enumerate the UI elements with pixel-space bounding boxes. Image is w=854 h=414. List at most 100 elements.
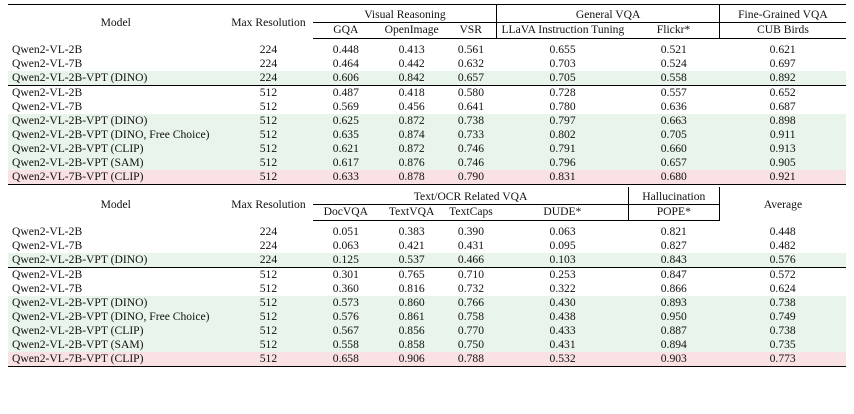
table-row: Qwen2-VL-2B 224 0.051 0.383 0.390 0.063 … — [8, 225, 846, 239]
textvqa-value: 0.906 — [378, 352, 446, 367]
dude-value: 0.431 — [496, 338, 629, 352]
vsr-value: 0.746 — [445, 156, 497, 170]
pope-value: 0.866 — [660, 282, 687, 295]
gqa-value: 0.621 — [313, 142, 379, 156]
group-fine-grained-vqa: Fine-Grained VQA — [718, 4, 846, 23]
table-row: Qwen2-VL-2B-VPT (DINO) 224 0.606 0.842 0… — [8, 71, 846, 86]
cub-value: 0.898 — [719, 114, 846, 128]
textvqa-value: 0.537 — [378, 253, 446, 268]
average-value: 0.624 — [769, 282, 796, 295]
textvqa-value: 0.816 — [398, 282, 425, 295]
resolution: 512 — [259, 100, 278, 113]
max-res-header: Max Resolution — [223, 4, 314, 39]
dude-value: 0.103 — [496, 253, 629, 268]
results-table: Model Max Resolution Visual Reasoning Ge… — [8, 4, 846, 367]
textcaps-value: 0.788 — [445, 352, 497, 367]
average-value: 0.738 — [719, 324, 846, 338]
average-value: 0.448 — [769, 225, 796, 238]
docvqa-value: 0.125 — [313, 253, 379, 268]
llava-value: 0.728 — [496, 85, 629, 100]
textcaps-value: 0.766 — [445, 296, 497, 310]
model-name: Qwen2-VL-7B-VPT (CLIP) — [8, 352, 224, 367]
model-name: Qwen2-VL-7B — [12, 100, 83, 113]
resolution: 512 — [223, 267, 314, 282]
model-name: Qwen2-VL-2B-VPT (DINO, Free Choice) — [8, 310, 224, 324]
resolution: 512 — [259, 282, 278, 295]
col-textcaps: TextCaps — [445, 204, 497, 221]
docvqa-value: 0.658 — [313, 352, 379, 367]
table-row: Qwen2-VL-2B-VPT (DINO, Free Choice) 512 … — [8, 128, 846, 142]
max-res-header: Max Resolution — [231, 198, 306, 212]
docvqa-value: 0.051 — [332, 225, 359, 238]
textcaps-value: 0.390 — [457, 225, 485, 238]
flickr-value: 0.657 — [628, 156, 720, 170]
resolution: 512 — [223, 142, 314, 156]
textcaps-value: 0.466 — [445, 253, 497, 268]
llava-value: 0.655 — [549, 43, 576, 56]
resolution: 224 — [223, 253, 314, 268]
textvqa-value: 0.860 — [378, 296, 446, 310]
openimage-value: 0.418 — [378, 85, 446, 100]
average-value: 0.749 — [719, 310, 846, 324]
average-value: 0.576 — [719, 253, 846, 268]
model-name: Qwen2-VL-2B — [12, 43, 83, 56]
flickr-value: 0.558 — [628, 71, 720, 86]
gqa-value: 0.464 — [332, 57, 359, 70]
table-row: Qwen2-VL-7B-VPT (CLIP) 512 0.658 0.906 0… — [8, 352, 846, 367]
vsr-value: 0.790 — [445, 170, 497, 185]
openimage-value: 0.456 — [398, 100, 425, 113]
cub-value: 0.911 — [719, 128, 846, 142]
textcaps-value: 0.710 — [445, 267, 497, 282]
col-cub-birds: CUB Birds — [718, 22, 846, 39]
textcaps-value: 0.750 — [445, 338, 497, 352]
pope-value: 0.887 — [628, 324, 720, 338]
model-name: Qwen2-VL-2B-VPT (DINO, Free Choice) — [8, 128, 224, 142]
cub-value: 0.687 — [769, 100, 796, 113]
dude-value: 0.430 — [496, 296, 629, 310]
dude-value: 0.063 — [549, 225, 576, 238]
model-name: Qwen2-VL-2B-VPT (DINO) — [8, 71, 224, 86]
model-header: Model — [100, 198, 131, 212]
average-value: 0.773 — [719, 352, 846, 367]
vsr-value: 0.738 — [445, 114, 497, 128]
textvqa-value: 0.383 — [398, 225, 425, 238]
table-row: Qwen2-VL-7B 512 0.360 0.816 0.732 0.322 … — [8, 282, 846, 296]
group-visual-reasoning: Visual Reasoning — [313, 4, 497, 23]
dude-value: 0.095 — [549, 239, 576, 252]
openimage-value: 0.413 — [398, 43, 425, 56]
dude-value: 0.253 — [496, 267, 629, 282]
table-row: Qwen2-VL-2B 224 0.448 0.413 0.561 0.655 … — [8, 43, 846, 57]
group-general-vqa: General VQA — [496, 4, 720, 23]
col-openimage: OpenImage — [378, 22, 446, 39]
model-name: Qwen2-VL-2B-VPT (SAM) — [8, 156, 224, 170]
openimage-value: 0.874 — [378, 128, 446, 142]
flickr-value: 0.660 — [628, 142, 720, 156]
gqa-value: 0.625 — [313, 114, 379, 128]
table-row: Qwen2-VL-2B-VPT (SAM) 512 0.558 0.858 0.… — [8, 338, 846, 352]
resolution: 512 — [223, 156, 314, 170]
resolution: 512 — [223, 128, 314, 142]
resolution: 512 — [223, 338, 314, 352]
gqa-value: 0.487 — [313, 85, 379, 100]
resolution: 512 — [223, 324, 314, 338]
textvqa-value: 0.421 — [398, 239, 425, 252]
col-gqa: GQA — [313, 22, 379, 39]
cub-value: 0.652 — [719, 85, 846, 100]
model-name: Qwen2-VL-2B-VPT (CLIP) — [8, 142, 224, 156]
llava-value: 0.831 — [496, 170, 629, 185]
average-value: 0.738 — [719, 296, 846, 310]
docvqa-value: 0.301 — [313, 267, 379, 282]
model-name: Qwen2-VL-2B — [8, 267, 224, 282]
openimage-value: 0.878 — [378, 170, 446, 185]
dude-value: 0.532 — [496, 352, 629, 367]
resolution: 224 — [259, 239, 278, 252]
resolution: 224 — [259, 43, 278, 56]
textvqa-value: 0.858 — [378, 338, 446, 352]
resolution: 512 — [223, 170, 314, 185]
table-row: Qwen2-VL-7B 512 0.569 0.456 0.641 0.780 … — [8, 100, 846, 114]
average-value: 0.735 — [719, 338, 846, 352]
model-name: Qwen2-VL-7B — [12, 57, 83, 70]
flickr-value: 0.521 — [660, 43, 687, 56]
cub-value: 0.697 — [769, 57, 796, 70]
docvqa-value: 0.573 — [313, 296, 379, 310]
